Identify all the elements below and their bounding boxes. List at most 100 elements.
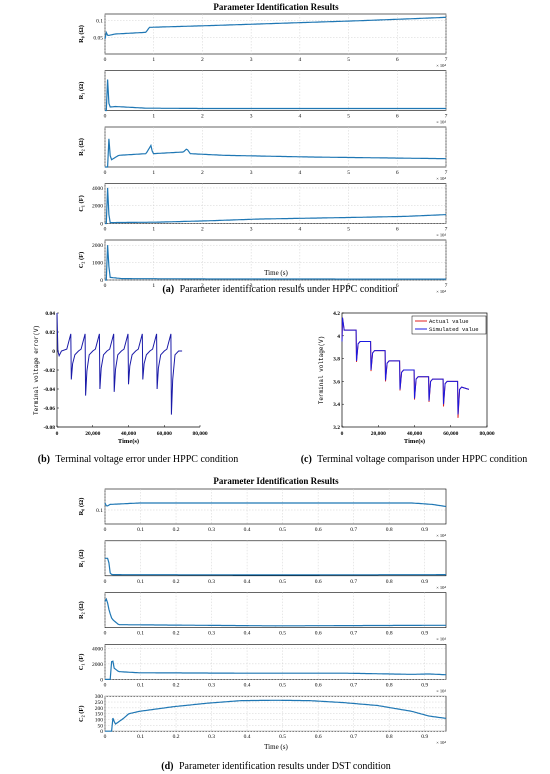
figure-d-x-tick-label: 0.8 [386,579,393,585]
figure-d-x-tick-label: 0.4 [244,631,251,637]
figure-d-x-tick-label: 0.6 [315,682,322,688]
figure-b-y-tick-label: 0 [52,349,55,355]
figure-a-x-tick-label: 3 [250,57,253,63]
figure-a-x-tick-label: 2 [201,227,204,233]
figure-a-x-multiplier: × 10⁴ [436,176,446,181]
figure-d-x-multiplier: × 10⁴ [436,585,446,590]
figure-d-x-tick-label: 0.2 [173,734,180,740]
figure-a-x-tick-label: 4 [298,114,301,120]
figure-a-x-tick-label: 0 [104,227,107,233]
figure-a-x-tick-label: 6 [396,283,399,289]
figure-a-x-tick-label: 4 [298,170,301,176]
figure-a-x-tick-label: 6 [396,57,399,63]
figure-a-x-tick-label: 5 [347,283,350,289]
figure-c-x-tick-label: 0 [341,431,344,437]
figure-d-series-line [105,699,447,732]
figure-a-series-line [104,16,447,40]
figure-a-x-tick-label: 1 [152,114,155,120]
figure-d-x-tick-label: 0.8 [386,734,393,740]
figure-d-x-multiplier: × 10⁴ [436,740,446,745]
figure-a-x-tick-label: 3 [250,170,253,176]
figure-a-panel-2: 0 1 2 3 4 5 6 7× 10⁴ R₂ (Ω) [78,126,448,181]
figure-d-series-line [104,502,447,508]
figure-d-x-tick-label: 0.2 [173,682,180,688]
figure-a-x-tick-label: 7 [445,170,448,176]
figure-d-x-tick-label: 0 [104,527,107,533]
figure-d-y-tick-label: 4000 [92,646,103,652]
figure-d-y-tick-label: 150 [95,712,104,718]
figure-d-x-tick-label: 0 [104,734,107,740]
figure-b-y-tick-label: -0.08 [44,425,56,431]
figure-a-x-multiplier: × 10⁴ [436,120,446,125]
figure-c-ylabel: Terminal voltage(V) [318,336,325,404]
figure-c-y-tick-label: 4.2 [333,311,340,317]
figure-d-x-tick-label: 0.6 [315,734,322,740]
figure-c-x-tick-label: 40,000 [407,431,422,437]
figure-d-x-tick-label: 0.1 [137,579,144,585]
figure-a-series-line [105,187,447,225]
figure-a-x-tick-label: 6 [396,114,399,120]
figure-d-x-tick-label: 0.4 [244,527,251,533]
figure-a-x-tick-label: 3 [250,227,253,233]
figure-c-x-tick-label: 60,000 [443,431,458,437]
figure-d-y-tick-label: 100 [95,718,104,724]
figure-a-y-label: C₂ (F) [78,252,85,269]
figure-b-x-tick-label: 20,000 [85,431,100,437]
figure-d-x-tick-label: 0.1 [137,682,144,688]
figure-a-y-tick-label: 0 [100,222,103,228]
figure-d-x-tick-label: 0.8 [386,682,393,688]
figure-d-y-label: C₂ (F) [78,705,85,722]
figure-d-caption: (d) Parameter identification results und… [161,761,390,772]
figure-d-dst-parameters: Parameter Identification Results 0 0.1 0.2… [78,476,446,772]
figure-d-series-line [105,660,446,680]
figure-d-x-multiplier: × 10⁴ [436,637,446,642]
figure-b-y-tick-label: -0.04 [44,387,56,393]
figure-d-x-tick-label: 0.3 [208,631,215,637]
figure-a-x-tick-label: 2 [201,57,204,63]
figure-a-x-tick-label: 6 [396,170,399,176]
figure-a-panel-3: 0 1 2 3 4 5 6 7× 10⁴ 0 2000 4000 C₁ (F) [78,183,448,238]
figure-b-x-tick-label: 40,000 [121,431,136,437]
figure-b-x-tick-label: 80,000 [192,431,207,437]
figure-d-x-tick-label: 0.6 [315,579,322,585]
figure-d-panel-frame [104,592,447,628]
figure-a-panel-frame [104,13,447,55]
figure-d-x-tick-label: 0.9 [421,579,428,585]
figure-a-x-tick-label: 5 [347,57,350,63]
figure-d-x-tick-label: 0.3 [208,527,215,533]
figure-d-y-tick-label: 200 [95,706,104,712]
figure-d-x-tick-label: 0.7 [350,631,357,637]
figure-d-caption-text: Parameter identification results under D… [179,761,391,772]
figure-a-x-tick-label: 3 [250,283,253,289]
figure-a-y-tick-label: 1000 [92,261,103,267]
figure-d-x-tick-label: 0.1 [137,734,144,740]
figure-d-xlabel: Time (s) [264,743,288,751]
figure-c-caption: (c) Terminal voltage comparison under HP… [301,454,528,465]
figure-a-hppc-parameters: Parameter Identification Results 0 1 2 3 4 5 6… [78,2,448,295]
figure-c-legend-box [411,315,487,335]
figure-d-y-label: C₁ (F) [78,654,85,671]
figure-d-x-tick-label: 0.6 [315,631,322,637]
figure-d-title: Parameter Identification Results [213,476,339,486]
figure-c-caption-text: Terminal voltage comparison under HPPC c… [317,454,527,465]
figure-d-x-tick-label: 0.2 [173,579,180,585]
figure-d-x-tick-label: 0.8 [386,631,393,637]
figure-a-x-tick-label: 7 [445,227,448,233]
figure-d-y-label: R₀ (Ω) [78,498,85,516]
figure-d-y-tick-label: 0 [100,677,103,683]
figure-d-y-label: R₁ (Ω) [78,549,85,567]
figure-d-x-tick-label: 0.3 [208,579,215,585]
figure-a-x-multiplier: × 10⁴ [436,233,446,238]
figure-a-y-tick-label: 2000 [92,243,103,249]
figure-d-x-tick-label: 0.5 [279,579,286,585]
figure-a-x-multiplier: × 10⁴ [436,289,446,294]
figure-d-x-tick-label: 0 [104,579,107,585]
figure-a-panel-frame [104,183,447,224]
figure-d-panel-3: 0 0.1 0.2 0.3 0.4 0.5 0.6 0.7 0.8 0.9 × 10⁴ 0 2000 40… [78,644,446,693]
figure-d-x-tick-label: 0.8 [386,527,393,533]
figure-b-caption: (b) Terminal voltage error under HPPC co… [38,454,238,465]
figure-a-caption-label: (a) [162,284,174,295]
figure-a-x-tick-label: 1 [152,57,155,63]
figure-c-caption-label: (c) [301,454,312,465]
